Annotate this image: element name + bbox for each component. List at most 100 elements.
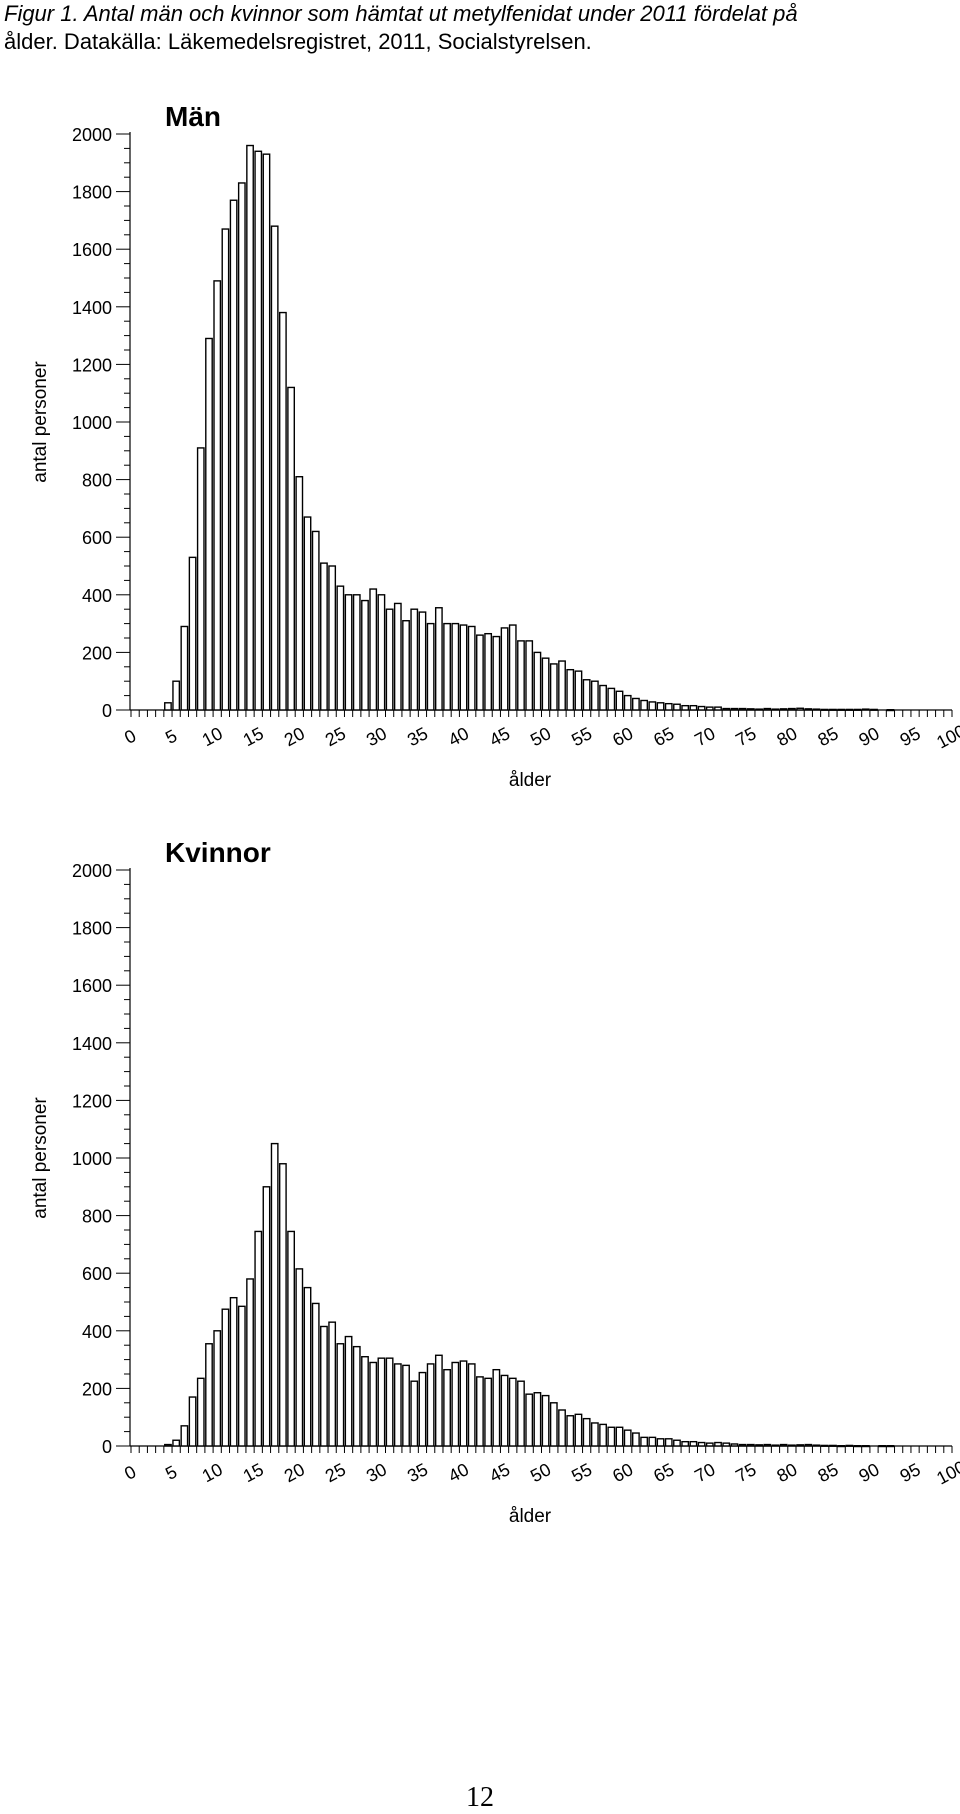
x-tick-label: 70 [691,1459,718,1486]
bar-age-58 [607,1426,616,1447]
y-tick-label: 1400 [72,1034,112,1054]
bar-age-55 [582,679,591,711]
bar-age-59 [615,1426,624,1447]
bar-age-64 [656,1438,665,1447]
bar-age-4 [164,702,172,711]
bar-age-15 [254,150,263,711]
bar-age-34 [410,1380,419,1447]
bar-age-32 [393,1363,402,1447]
x-tick-label: 60 [609,1459,636,1486]
bar-age-73 [730,1443,739,1447]
bar-age-57 [599,684,607,711]
bar-age-76 [755,708,763,711]
x-tick-label: 55 [568,723,595,750]
bar-age-77 [763,707,772,711]
bar-age-46 [508,624,517,711]
bar-age-32 [393,602,402,711]
bar-age-49 [533,651,542,711]
x-tick-label: 25 [322,1459,349,1486]
x-tick-label: 40 [445,1459,472,1486]
x-tick-label: 100 [933,721,960,753]
bar-age-20 [295,476,304,711]
y-tick-label: 400 [82,1322,112,1342]
chart-title: Män [165,101,221,132]
x-tick-label: 45 [486,1459,513,1486]
bar-age-61 [632,1432,640,1447]
bar-age-81 [796,1444,805,1447]
bar-age-53 [566,1415,575,1447]
bar-age-48 [525,640,534,711]
bar-age-38 [443,622,451,711]
x-tick-label: 35 [404,723,431,750]
x-tick-label: 95 [897,1459,924,1486]
bar-age-35 [418,611,427,711]
bar-age-43 [484,632,493,711]
bar-age-29 [369,1361,378,1447]
bar-age-40 [459,624,468,711]
x-tick-label: 15 [240,1459,267,1486]
bar-age-76 [755,1444,763,1447]
bar-age-9 [205,337,213,711]
bar-age-50 [541,1394,550,1447]
bar-age-36 [426,622,435,711]
bar-age-67 [681,704,690,711]
x-tick-label: 5 [162,726,180,748]
x-tick-label: 15 [240,723,267,750]
bar-age-12 [229,199,238,711]
y-tick-label: 1600 [72,976,112,996]
x-tick-label: 10 [199,1459,226,1486]
x-tick-label: 85 [814,1459,841,1486]
bar-age-12 [229,1296,238,1447]
bar-age-68 [689,704,698,711]
bar-age-35 [418,1371,427,1447]
bar-age-18 [278,1163,287,1447]
bar-age-5 [172,680,181,711]
caption-lead: Figur 1. Antal män och kvinnor som hämta… [4,1,798,26]
y-tick-label: 2000 [72,861,112,881]
bar-age-16 [262,153,271,711]
bar-age-92 [886,1445,895,1448]
bar-age-86 [837,1445,846,1448]
bar-age-14 [246,144,254,711]
y-tick-label: 400 [82,586,112,606]
x-tick-label: 50 [527,723,554,750]
bar-age-70 [705,706,714,711]
x-tick-label: 55 [568,1459,595,1486]
bar-age-50 [541,657,550,711]
bar-age-10 [213,1330,222,1447]
bar-age-33 [402,620,410,711]
bar-age-74 [738,1443,747,1447]
x-tick-label: 95 [897,723,924,750]
x-tick-label: 50 [527,1459,554,1486]
bar-age-73 [730,707,739,711]
bar-age-48 [525,1393,534,1447]
y-tick-label: 200 [82,1379,112,1399]
figure-caption: Figur 1. Antal män och kvinnor som hämta… [4,0,944,56]
bar-age-54 [574,670,583,711]
caption-rest: ålder. Datakälla: Läkemedelsregistret, 2… [4,29,592,54]
y-tick-label: 200 [82,643,112,663]
bar-age-88 [853,1445,862,1448]
bar-age-52 [558,660,566,711]
bar-age-6 [180,625,189,711]
bar-age-28 [361,599,369,711]
bar-age-62 [640,699,649,711]
chart-men: Män0200400600800100012001400160018002000… [30,101,960,791]
y-axis-title: antal personer [30,361,51,483]
bar-age-51 [549,1402,558,1447]
bar-age-86 [837,708,846,711]
x-tick-label: 60 [609,723,636,750]
bar-age-65 [664,1438,673,1447]
bar-age-31 [385,608,394,711]
bar-age-7 [188,556,197,711]
y-tick-label: 1200 [72,355,112,375]
bar-age-21 [303,516,312,711]
bar-age-24 [328,1321,337,1447]
x-tick-label: 65 [650,723,677,750]
y-tick-label: 1400 [72,298,112,318]
bar-age-22 [311,1302,320,1447]
bar-age-33 [402,1364,410,1447]
bar-age-19 [287,386,295,711]
x-tick-label: 90 [856,1459,883,1486]
x-tick-label: 65 [650,1459,677,1486]
